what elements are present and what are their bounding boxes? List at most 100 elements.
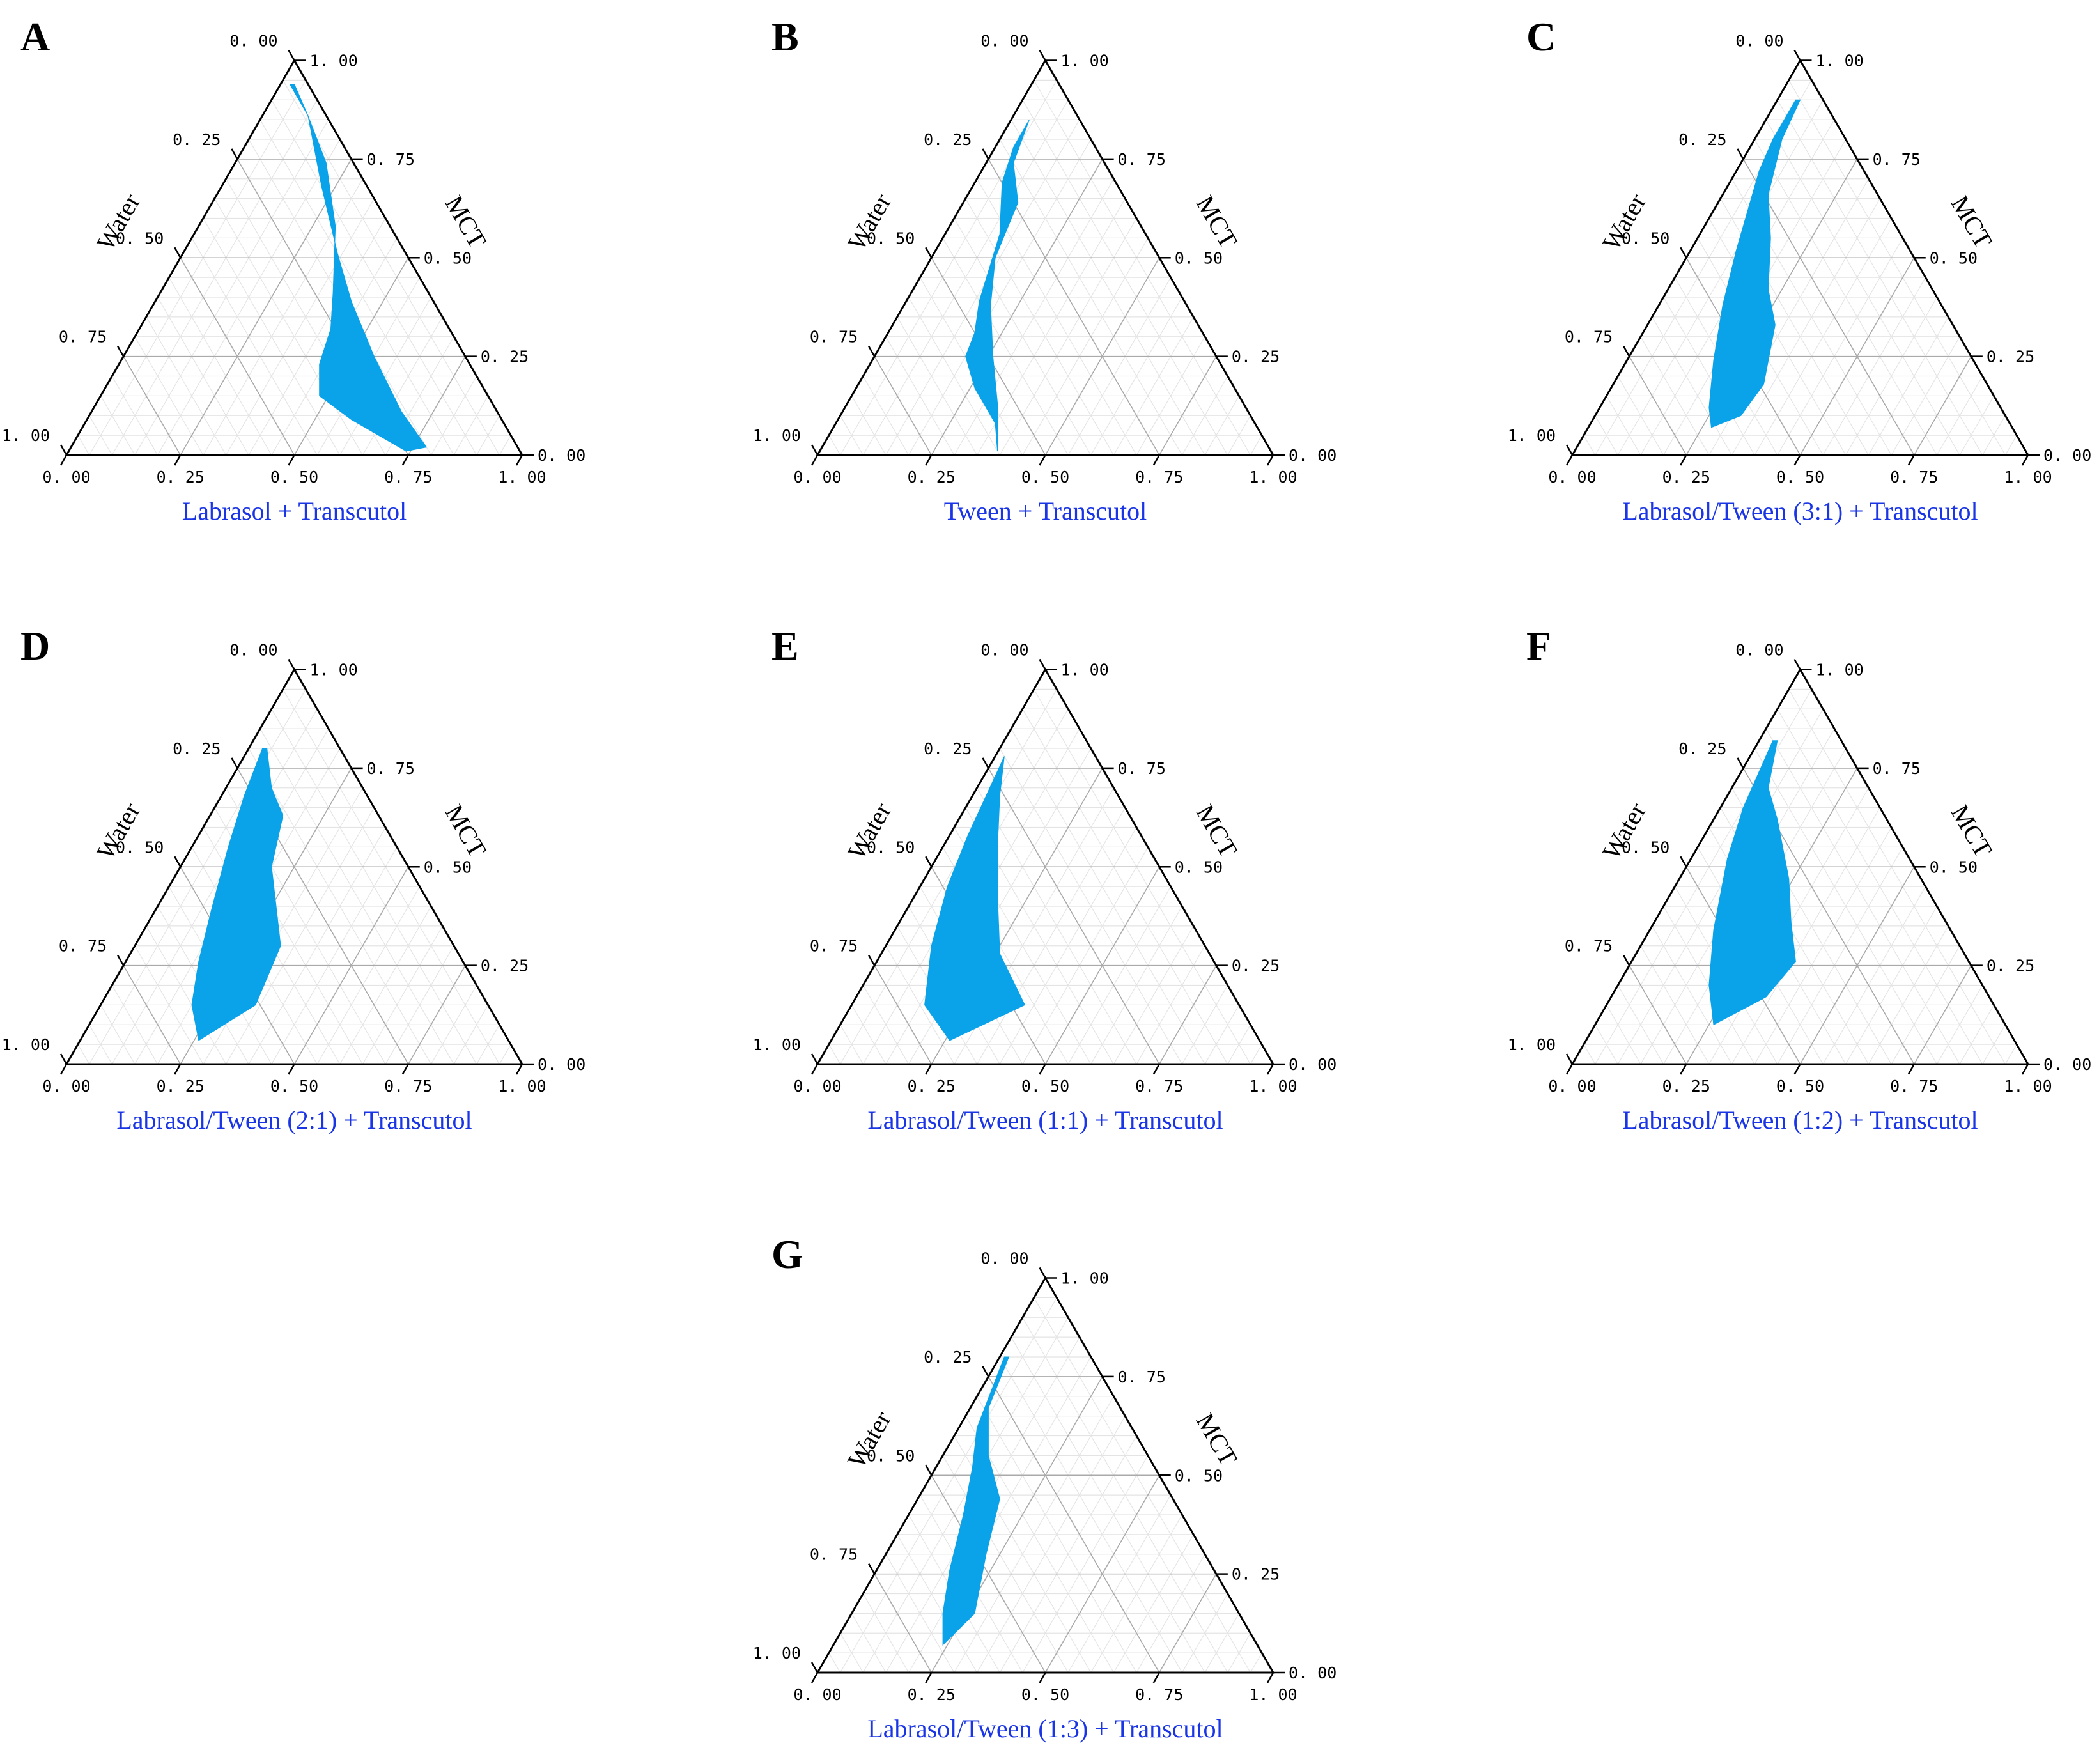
- minor-grid-line: [851, 1613, 887, 1673]
- minor-grid: [828, 1297, 1262, 1673]
- right-tick-label: 0. 25: [1232, 1565, 1280, 1584]
- minor-grid-line: [1788, 80, 2006, 456]
- minor-grid-line: [100, 1005, 136, 1065]
- right-tick-label: 0. 75: [1873, 150, 1921, 169]
- panel-letter: D: [20, 623, 50, 669]
- bottom-tick: [1565, 454, 1574, 466]
- ternary-chart-a: 0. 00 0. 00 0. 00 0. 25 0. 25 0. 25 0. 50 0. 50…: [2, 14, 586, 525]
- minor-grid-line: [1959, 1005, 1995, 1065]
- left-tick: [982, 1366, 989, 1377]
- left-tick-label: 0. 00: [229, 641, 277, 660]
- left-tick: [810, 1662, 819, 1673]
- minor-grid-line: [942, 1455, 1069, 1673]
- bottom-axis-title: Labrasol + Transcutol: [182, 497, 407, 525]
- bottom-tick-label: 0. 00: [793, 1685, 841, 1704]
- right-tick-label: 0. 00: [1289, 446, 1336, 465]
- minor-grid-line: [999, 139, 1182, 456]
- minor-grid-line: [89, 1024, 112, 1065]
- grid-line: [931, 159, 1103, 456]
- left-tick: [231, 148, 238, 160]
- minor-grid-line: [248, 748, 431, 1065]
- bottom-tick: [401, 1064, 409, 1075]
- minor-grid-line: [499, 435, 511, 456]
- minor-grid-line: [977, 1416, 1126, 1673]
- left-tick: [982, 757, 989, 769]
- bottom-tick: [1907, 454, 1915, 466]
- right-tick-label: 0. 50: [1930, 858, 1978, 876]
- minor-grid-line: [840, 1297, 1057, 1673]
- left-tick-label: 0. 00: [1735, 32, 1783, 50]
- grid-line: [1914, 965, 1972, 1065]
- left-tick: [810, 444, 819, 456]
- microemulsion-region: [924, 756, 1026, 1041]
- minor-grid: [77, 79, 511, 456]
- right-tick-label: 1. 00: [1816, 661, 1864, 679]
- bottom-tick: [515, 1064, 523, 1075]
- microemulsion-region: [191, 748, 284, 1041]
- grid-line: [988, 768, 1160, 1065]
- bottom-tick: [810, 1672, 819, 1683]
- minor-grid-line: [89, 415, 112, 456]
- right-tick-label: 0. 50: [1930, 249, 1978, 267]
- left-tick: [1680, 247, 1687, 258]
- bottom-tick: [59, 1064, 68, 1075]
- bottom-tick: [925, 1672, 933, 1683]
- bottom-tick-label: 0. 00: [793, 1077, 841, 1095]
- minor-grid-line: [851, 396, 887, 456]
- grid-line: [180, 159, 352, 456]
- grid-line: [988, 159, 1160, 456]
- bottom-tick: [1152, 454, 1160, 466]
- microemulsion-region: [1708, 740, 1796, 1026]
- left-tick: [868, 1563, 876, 1575]
- minor-grid-line: [862, 1593, 910, 1673]
- bottom-tick: [1680, 1064, 1687, 1075]
- minor-grid-line: [1606, 396, 1641, 456]
- minor-grid-line: [1204, 1613, 1240, 1673]
- left-tick-label: 1. 00: [2, 426, 50, 445]
- minor-grid-line: [499, 1044, 511, 1065]
- minor-grid-line: [1011, 1336, 1205, 1673]
- minor-grid-line: [1034, 80, 1251, 456]
- minor-grid-line: [1204, 396, 1240, 456]
- right-tick-label: 1. 00: [310, 52, 358, 70]
- left-tick: [1737, 757, 1744, 769]
- left-tick-label: 1. 00: [753, 1035, 801, 1054]
- minor-grid-line: [851, 1005, 887, 1065]
- bottom-tick-label: 0. 75: [1135, 1077, 1183, 1095]
- right-tick-label: 0. 50: [1175, 1466, 1223, 1485]
- bottom-tick: [1266, 1064, 1274, 1075]
- minor-grid-line: [1777, 847, 1903, 1065]
- bottom-axis-title: Labrasol/Tween (1:3) + Transcutol: [867, 1714, 1223, 1743]
- minor-grid-line: [100, 396, 136, 456]
- minor-grid-line: [77, 435, 90, 456]
- panel-letter: E: [771, 623, 799, 669]
- minor-grid-line: [1583, 435, 1596, 456]
- left-tick: [925, 856, 933, 867]
- left-tick-label: 0. 25: [924, 130, 972, 149]
- minor-grid-line: [316, 886, 421, 1065]
- left-tick-label: 1. 00: [753, 1644, 801, 1662]
- bottom-tick: [288, 454, 295, 466]
- bottom-tick: [174, 454, 182, 466]
- minor-grid-line: [1754, 748, 1937, 1065]
- bottom-tick-label: 0. 00: [42, 1077, 90, 1095]
- minor-grid-line: [1663, 297, 1755, 456]
- right-tick-label: 0. 00: [538, 1055, 585, 1074]
- minor-grid-line: [111, 985, 159, 1065]
- left-tick: [1623, 346, 1630, 357]
- grid-line: [408, 965, 466, 1065]
- left-tick: [925, 1464, 933, 1476]
- bottom-axis-title: Labrasol/Tween (3:1) + Transcutol: [1622, 497, 1978, 525]
- left-tick-label: 0. 00: [229, 32, 277, 50]
- minor-grid-line: [1067, 277, 1172, 456]
- left-tick-label: 1. 00: [2, 1035, 50, 1054]
- right-tick-label: 1. 00: [1816, 52, 1864, 70]
- left-tick: [1793, 658, 1801, 670]
- minor-grid: [828, 79, 1262, 456]
- bottom-tick-label: 0. 25: [908, 468, 956, 486]
- bottom-tick: [1266, 1672, 1274, 1683]
- minor-grid-line: [1011, 119, 1205, 456]
- right-tick-label: 0. 25: [1987, 348, 2034, 366]
- microemulsion-region: [289, 84, 428, 452]
